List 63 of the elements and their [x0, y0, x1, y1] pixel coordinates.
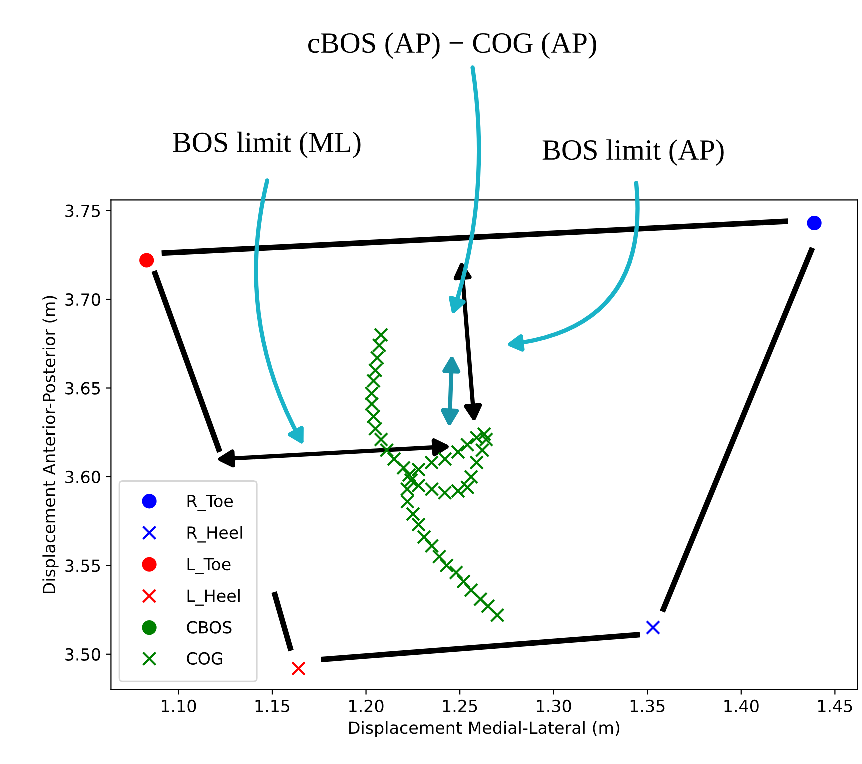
x-tick-label: 1.45	[818, 700, 852, 713]
text: cBOS (AP) − COG (AP)	[308, 32, 596, 60]
point	[291, 661, 306, 676]
y-tick-label: 3.75	[66, 204, 100, 218]
point	[402, 468, 417, 482]
y-tick-label: 3.60	[66, 470, 100, 484]
x-tick-label: 1.20	[350, 700, 384, 713]
point	[380, 443, 394, 458]
x-tick-label: 1.35	[630, 700, 665, 713]
point	[440, 558, 454, 573]
y-tick-label: 3.55	[66, 560, 100, 572]
point	[475, 443, 490, 458]
legend-label: R_Toe	[188, 495, 234, 512]
x-tick-label: 1.15	[256, 700, 290, 713]
point	[374, 328, 389, 342]
point	[372, 338, 387, 353]
y-tick-label: 3.70	[66, 293, 100, 306]
point	[417, 530, 432, 545]
point	[449, 565, 464, 580]
point	[364, 386, 380, 401]
point	[366, 409, 382, 424]
x-tick-label: 1.40	[724, 700, 759, 713]
point	[432, 550, 447, 564]
point	[140, 253, 154, 268]
point	[368, 422, 383, 436]
point	[473, 592, 488, 607]
point	[470, 455, 484, 470]
text: BOS limit (AP)	[542, 140, 724, 166]
point	[412, 518, 426, 532]
point	[464, 583, 479, 598]
point	[374, 432, 389, 447]
legend-label: COG	[187, 652, 222, 665]
legend-label: L_Heel	[188, 589, 240, 606]
point	[366, 374, 382, 388]
point	[464, 470, 479, 484]
x-axis-title: Displacement Medial-Lateral (m)	[350, 721, 620, 738]
point	[646, 620, 661, 636]
point	[456, 574, 472, 589]
point	[450, 444, 466, 460]
y-tick-label: 3.50	[66, 648, 100, 661]
point	[460, 438, 475, 452]
point	[368, 363, 383, 378]
point	[490, 608, 505, 623]
legend-label: L_Toe	[188, 558, 231, 574]
x-tick-label: 1.30	[537, 700, 572, 713]
point	[477, 427, 492, 442]
text: BOS limit (ML)	[173, 132, 361, 158]
point	[364, 396, 380, 412]
point	[480, 599, 496, 614]
point	[370, 350, 385, 366]
y-tick-label: 3.65	[66, 382, 100, 395]
legend-label: R_Heel	[188, 526, 242, 543]
legend-label: CBOS	[187, 621, 232, 634]
point	[424, 538, 440, 554]
y-axis-title: Displacement Anterior-Posterior (m)	[42, 296, 59, 594]
x-tick-label: 1.10	[162, 700, 196, 713]
point	[460, 480, 475, 495]
point	[404, 473, 419, 488]
point	[807, 216, 822, 231]
x-tick-label: 1.25	[443, 700, 478, 713]
point	[406, 506, 420, 522]
point	[400, 494, 415, 510]
point	[387, 452, 402, 467]
